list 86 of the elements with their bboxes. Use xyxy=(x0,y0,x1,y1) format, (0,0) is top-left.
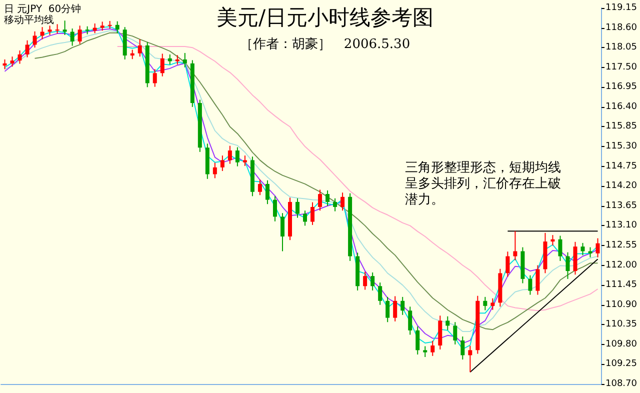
y-tick-label: 114.75 xyxy=(606,161,638,172)
y-tick-label: 112.00 xyxy=(606,260,638,270)
candlestick xyxy=(430,340,435,356)
candlestick xyxy=(333,198,338,212)
y-tick-label: 117.50 xyxy=(606,62,638,72)
candlestick xyxy=(160,53,164,77)
candlestick xyxy=(212,162,217,179)
candlestick xyxy=(265,180,270,205)
candlestick xyxy=(506,251,510,278)
candlestick xyxy=(130,49,134,60)
candlestick xyxy=(235,146,240,167)
candlestick xyxy=(326,190,330,206)
candlestick xyxy=(25,40,30,58)
candlestick xyxy=(340,192,345,212)
candlestick xyxy=(318,189,322,212)
y-tick-label: 115.85 xyxy=(606,122,638,132)
candlestick xyxy=(446,316,450,331)
candlestick xyxy=(558,235,562,262)
candlestick xyxy=(588,246,592,258)
candlestick xyxy=(48,25,52,36)
candlestick xyxy=(280,212,284,252)
candlestick xyxy=(220,155,224,172)
candlestick xyxy=(32,30,37,48)
y-tick-label: 113.10 xyxy=(606,220,638,231)
candlestick xyxy=(182,52,187,68)
y-tick-label: 116.95 xyxy=(606,82,638,92)
candlestick xyxy=(580,242,585,256)
candlestick xyxy=(528,274,532,296)
candlestick xyxy=(78,25,82,44)
candlestick xyxy=(138,38,142,58)
candlestick xyxy=(460,336,465,360)
candlestick xyxy=(550,234,555,246)
candlestick xyxy=(416,326,420,355)
candlestick xyxy=(363,271,368,290)
candlestick xyxy=(10,56,14,68)
y-tick-label: 118.60 xyxy=(606,22,638,33)
candlestick xyxy=(303,210,308,226)
y-tick-label: 110.90 xyxy=(606,300,638,310)
chart-title: 美元/日元小时线参考图 xyxy=(216,6,434,30)
candlestick xyxy=(490,298,495,310)
annotation: 三角形整理形态，短期均线呈多头排列，汇价存在上破潜力。 xyxy=(405,160,561,208)
candlestick xyxy=(18,50,22,64)
candlestick xyxy=(468,345,472,373)
annotation: 日 元JPY 60分钟 xyxy=(4,3,82,15)
candlestick xyxy=(370,272,375,291)
candlestick xyxy=(272,196,277,222)
candlestick xyxy=(400,296,405,316)
annotation: 移动平均线 xyxy=(4,14,54,26)
y-tick-label: 115.30 xyxy=(606,142,638,152)
y-tick-label: 111.45 xyxy=(606,280,638,290)
candlestick xyxy=(258,179,262,196)
candlestick xyxy=(408,306,412,336)
candlestick xyxy=(228,145,232,164)
candlestick xyxy=(483,296,488,311)
candlestick xyxy=(566,252,570,280)
y-tick-label: 113.65 xyxy=(606,200,638,211)
candlestick xyxy=(168,54,172,65)
candlestick xyxy=(296,198,300,218)
candlestick xyxy=(453,322,458,345)
candlestick xyxy=(115,20,120,34)
candlestick xyxy=(55,24,60,34)
y-tick-label: 118.05 xyxy=(606,42,638,53)
candlestick xyxy=(40,26,44,40)
candlestick xyxy=(378,282,382,306)
candlestick xyxy=(310,202,315,226)
y-tick-label: 108.70 xyxy=(606,379,638,389)
candlestick xyxy=(596,238,600,258)
candlestick xyxy=(152,68,157,88)
candlestick xyxy=(386,296,390,323)
candlestick xyxy=(62,20,67,36)
y-tick-label: 112.55 xyxy=(606,240,638,250)
candlestick xyxy=(175,54,180,65)
y-tick-label: 116.40 xyxy=(606,102,638,112)
y-tick-label: 109.25 xyxy=(606,359,638,370)
candlestick xyxy=(513,230,518,261)
y-tick-label: 109.80 xyxy=(606,339,638,350)
candlestick xyxy=(2,58,7,70)
candlestick xyxy=(242,155,247,166)
candlestick xyxy=(393,296,398,322)
candlestick xyxy=(70,28,74,46)
y-tick-label: 114.20 xyxy=(606,181,638,192)
y-tick-label: 119.15 xyxy=(606,3,638,13)
text: ［作者：胡豪］ 2006.5.30 xyxy=(240,37,410,52)
candlestick xyxy=(423,346,428,358)
y-tick-label: 110.35 xyxy=(606,320,638,330)
candlestick xyxy=(536,264,540,296)
